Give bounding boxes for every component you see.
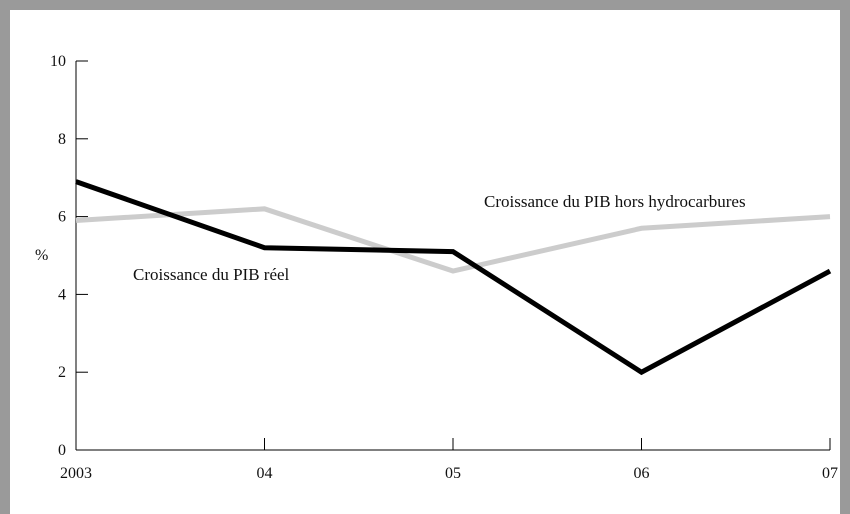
y-axis-label: %	[35, 247, 48, 264]
y-tick-label: 8	[58, 131, 66, 148]
series-label-non-hydrocarbon-gdp: Croissance du PIB hors hydrocarbures	[484, 192, 746, 211]
y-ticks: 0 2 4 6 8 10	[50, 53, 88, 459]
x-tick-label: 07	[822, 465, 838, 482]
y-tick-label: 6	[58, 209, 66, 226]
axes	[75, 61, 830, 451]
x-tick-label: 04	[257, 465, 273, 482]
x-tick-label: 05	[445, 465, 461, 482]
y-tick-label: 4	[58, 286, 66, 303]
x-tick-label: 06	[634, 465, 650, 482]
y-tick-label: 0	[58, 442, 66, 459]
series-label-real-gdp: Croissance du PIB réel	[133, 265, 290, 284]
series-group	[75, 179, 832, 376]
x-tick-label: 2003	[60, 465, 92, 482]
series-line-1	[75, 206, 831, 274]
y-tick-label: 2	[58, 364, 66, 381]
y-tick-label: 10	[50, 53, 66, 70]
line-chart: 0 2 4 6 8 10 2003 04 05 06 07 % Croissance du PIB…	[35, 53, 838, 482]
chart-frame: 0 2 4 6 8 10 2003 04 05 06 07 % Croissance du PIB…	[10, 10, 840, 514]
x-ticks: 2003 04 05 06 07	[60, 438, 838, 482]
